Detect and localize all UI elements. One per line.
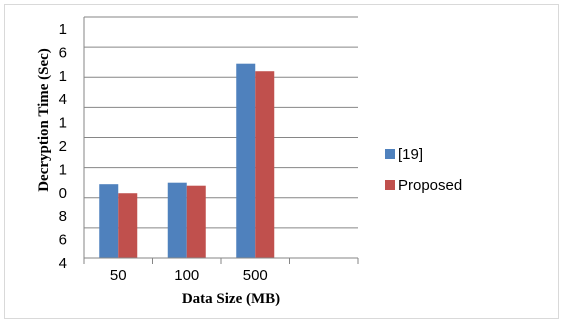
y-tick-label: 1	[59, 115, 67, 132]
y-tick-label: 1	[59, 161, 67, 178]
y-tick-label: 6	[59, 44, 67, 61]
gridlines	[84, 16, 358, 229]
bar-series-19	[99, 184, 119, 258]
y-tick-label: 0	[59, 185, 67, 202]
bar-series-proposed	[186, 185, 206, 258]
legend-label: Proposed	[398, 177, 462, 194]
bar-series-19	[167, 182, 187, 258]
chart-frame	[4, 4, 559, 319]
bar-series-proposed	[118, 193, 138, 258]
y-tick-label: 1	[59, 21, 67, 38]
legend-swatch	[385, 180, 395, 190]
y-tick-label: 6	[59, 232, 67, 249]
x-tick-label: 50	[110, 267, 127, 284]
y-tick-label: 4	[59, 91, 67, 108]
y-tick-label: 4	[59, 255, 67, 272]
bar-series-proposed	[255, 71, 275, 258]
bar-series-19	[236, 63, 256, 258]
x-tick-labels: 50 100 500	[83, 258, 359, 284]
y-tick-label: 1	[59, 68, 67, 85]
y-axis-title: Decryption Time (Sec)	[36, 48, 52, 192]
x-tick-label: 500	[243, 267, 268, 284]
legend-label: [19]	[398, 146, 423, 163]
y-tick-label: 8	[59, 208, 67, 225]
y-tick-label: 2	[59, 138, 67, 155]
bars	[99, 63, 275, 258]
legend-swatch	[385, 149, 395, 159]
legend: [19] Proposed	[385, 146, 462, 194]
x-tick-label: 100	[174, 267, 199, 284]
x-axis-title: Data Size (MB)	[182, 291, 280, 307]
